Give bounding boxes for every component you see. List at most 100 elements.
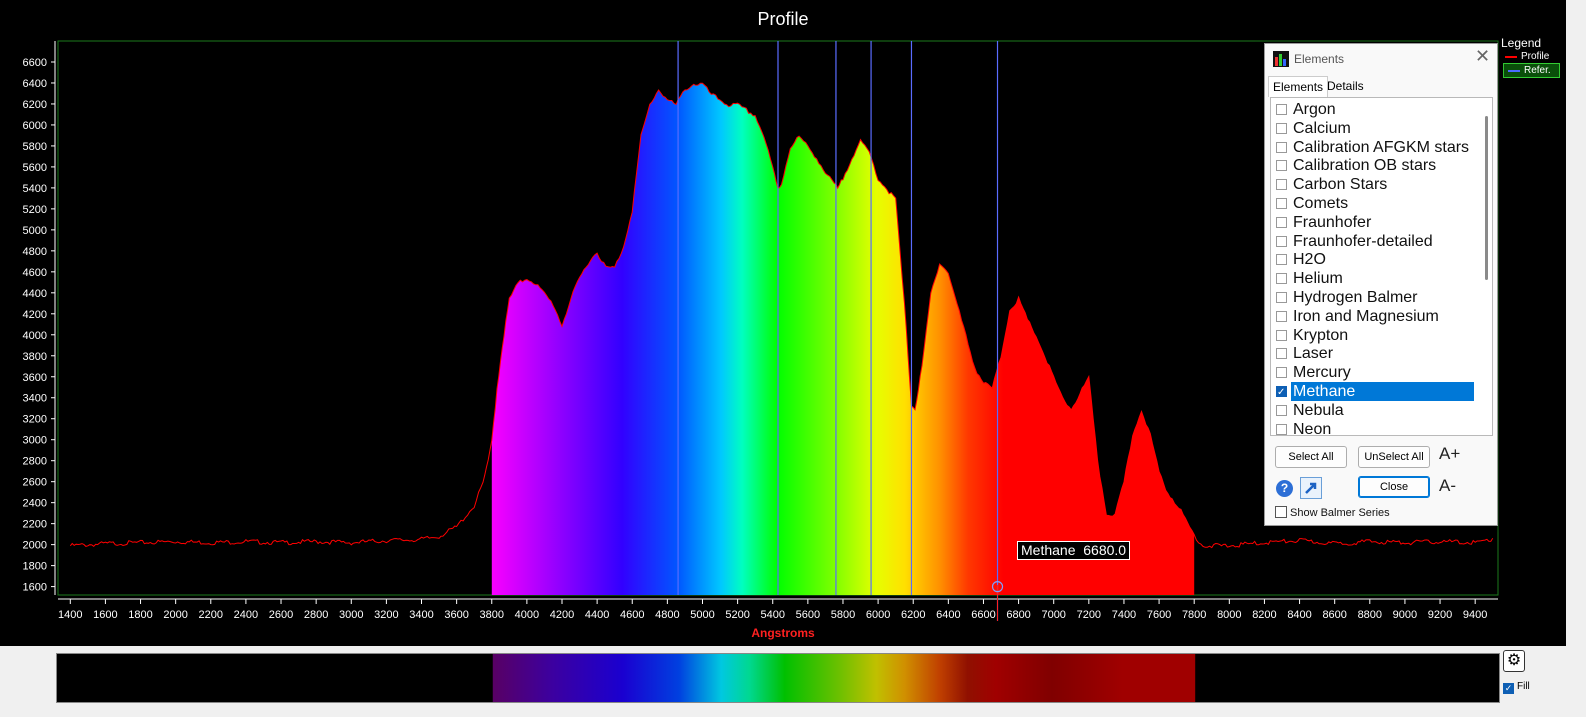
checkbox-icon[interactable] bbox=[1276, 122, 1287, 134]
gear-icon[interactable]: ⚙ bbox=[1503, 650, 1525, 672]
unselect-all-button[interactable]: UnSelect All bbox=[1358, 446, 1430, 468]
element-label: Neon bbox=[1293, 420, 1332, 436]
x-tick-label: 4800 bbox=[655, 609, 679, 621]
checkbox-icon[interactable]: ✓ bbox=[1503, 683, 1514, 694]
list-item[interactable]: Krypton bbox=[1271, 326, 1476, 345]
y-tick-label: 1800 bbox=[23, 561, 47, 573]
checkbox-icon[interactable] bbox=[1276, 216, 1287, 228]
fill-checkbox[interactable]: ✓ Fill bbox=[1503, 681, 1530, 694]
fill-label: Fill bbox=[1517, 681, 1530, 692]
list-item[interactable]: Laser bbox=[1271, 344, 1476, 363]
line-tooltip: Methane 6680.0 bbox=[1017, 541, 1131, 560]
list-item[interactable]: Calcium bbox=[1271, 119, 1476, 138]
x-tick-label: 1400 bbox=[58, 609, 82, 621]
tab-details[interactable]: Details bbox=[1327, 79, 1364, 93]
checkbox-icon[interactable] bbox=[1276, 329, 1287, 341]
legend-label: Profile bbox=[1521, 51, 1550, 62]
list-item[interactable]: Nebula bbox=[1271, 401, 1476, 420]
y-tick-label: 5800 bbox=[23, 141, 47, 153]
help-icon[interactable]: ? bbox=[1276, 480, 1293, 497]
tab-elements[interactable]: Elements bbox=[1268, 76, 1329, 97]
list-item[interactable]: Comets bbox=[1271, 194, 1476, 213]
y-tick-label: 5200 bbox=[23, 204, 47, 216]
list-item[interactable]: Methane bbox=[1271, 382, 1476, 402]
element-list[interactable]: Argon Calcium Calibration AFGKM stars Calib… bbox=[1270, 97, 1493, 436]
reference-lines bbox=[677, 41, 999, 621]
checkbox-icon[interactable] bbox=[1276, 383, 1287, 402]
select-all-button[interactable]: Select All bbox=[1275, 446, 1347, 468]
list-item[interactable]: Fraunhofer-detailed bbox=[1271, 232, 1476, 251]
x-tick-label: 2000 bbox=[163, 609, 187, 621]
checkbox-icon[interactable] bbox=[1276, 367, 1287, 379]
checkbox-icon[interactable] bbox=[1276, 104, 1287, 115]
y-tick-label: 5600 bbox=[23, 162, 47, 174]
show-balmer-checkbox[interactable]: Show Balmer Series bbox=[1275, 506, 1390, 519]
y-tick-label: 2800 bbox=[23, 456, 47, 468]
font-increase-icon[interactable]: A+ bbox=[1439, 444, 1461, 463]
legend-label: Refer. bbox=[1524, 65, 1551, 76]
list-item[interactable]: Calibration OB stars bbox=[1271, 156, 1476, 175]
close-button[interactable]: Close bbox=[1358, 476, 1430, 498]
list-item[interactable]: Mercury bbox=[1271, 363, 1476, 382]
element-label: Mercury bbox=[1293, 364, 1351, 382]
element-label: Laser bbox=[1293, 345, 1334, 363]
elements-dialog[interactable]: Elements ✕ Elements Details Argon Calcium… bbox=[1264, 43, 1498, 526]
checkbox-icon[interactable] bbox=[1276, 179, 1287, 191]
y-tick-label: 5000 bbox=[23, 225, 47, 237]
y-tick-label: 2400 bbox=[23, 498, 47, 510]
legend-entry-profile[interactable]: Profile bbox=[1501, 50, 1563, 63]
font-decrease-icon[interactable]: A- bbox=[1439, 476, 1456, 495]
x-tick-label: 6400 bbox=[936, 609, 960, 621]
x-axis: 1400 1600 1800 2000 2200 2400 2600 2800 3000 3200… bbox=[58, 598, 1498, 621]
scrollbar-thumb[interactable] bbox=[1485, 116, 1488, 280]
x-tick-label: 9200 bbox=[1428, 609, 1452, 621]
y-tick-label: 4000 bbox=[23, 330, 47, 342]
x-tick-label: 7800 bbox=[1182, 609, 1206, 621]
checkbox-icon[interactable] bbox=[1276, 310, 1287, 322]
x-tick-label: 4200 bbox=[550, 609, 574, 621]
list-item[interactable]: Neon bbox=[1271, 420, 1476, 436]
legend-entry-reference[interactable]: Refer. bbox=[1503, 63, 1560, 78]
list-item[interactable]: Hydrogen Balmer bbox=[1271, 288, 1476, 307]
list-item[interactable]: Iron and Magnesium bbox=[1271, 307, 1476, 326]
y-tick-label: 4800 bbox=[23, 246, 47, 258]
legend-swatch-profile bbox=[1505, 56, 1517, 58]
x-tick-label: 5000 bbox=[690, 609, 714, 621]
checkbox-icon[interactable] bbox=[1275, 506, 1287, 518]
checkbox-icon[interactable] bbox=[1276, 235, 1287, 247]
list-item[interactable]: H2O bbox=[1271, 250, 1476, 269]
checkbox-icon[interactable] bbox=[1276, 254, 1287, 266]
cursor-marker[interactable] bbox=[991, 581, 1004, 593]
y-tick-label: 6000 bbox=[23, 120, 47, 132]
checkbox-icon[interactable] bbox=[1276, 292, 1287, 303]
export-arrow-icon[interactable] bbox=[1300, 477, 1322, 499]
y-tick-label: 3200 bbox=[23, 414, 47, 426]
x-tick-label: 3400 bbox=[409, 609, 433, 621]
x-tick-label: 2200 bbox=[199, 609, 223, 621]
list-item[interactable]: Calibration AFGKM stars bbox=[1271, 138, 1476, 157]
close-icon[interactable]: ✕ bbox=[1475, 46, 1491, 66]
tooltip-label: Methane bbox=[1021, 542, 1076, 558]
profile-line[interactable] bbox=[69, 82, 1494, 549]
legend: Legend Profile Refer. bbox=[1501, 36, 1563, 78]
checkbox-icon[interactable] bbox=[1276, 160, 1287, 172]
list-item[interactable]: Helium bbox=[1271, 269, 1476, 288]
checkbox-icon[interactable] bbox=[1276, 141, 1287, 153]
list-item[interactable]: Argon bbox=[1271, 100, 1476, 119]
checkbox-icon[interactable] bbox=[1276, 423, 1287, 435]
legend-swatch-reference bbox=[1508, 70, 1520, 72]
checkbox-icon[interactable] bbox=[1276, 198, 1287, 209]
x-tick-label: 6800 bbox=[1006, 609, 1030, 621]
checkbox-icon[interactable] bbox=[1276, 404, 1287, 416]
spectrum-app-icon bbox=[1273, 51, 1289, 67]
list-item[interactable]: Fraunhofer bbox=[1271, 213, 1476, 232]
list-item[interactable]: Carbon Stars bbox=[1271, 175, 1476, 194]
y-axis: 1600 1800 2000 2200 2400 2600 2800 3000 3200 3400… bbox=[23, 41, 56, 595]
checkbox-icon[interactable] bbox=[1276, 273, 1287, 285]
checkbox-icon[interactable] bbox=[1276, 348, 1287, 360]
x-tick-label: 1800 bbox=[128, 609, 152, 621]
x-tick-label: 5800 bbox=[831, 609, 855, 621]
x-tick-label: 7200 bbox=[1077, 609, 1101, 621]
x-tick-label: 7400 bbox=[1112, 609, 1136, 621]
element-label: Helium bbox=[1293, 270, 1343, 288]
